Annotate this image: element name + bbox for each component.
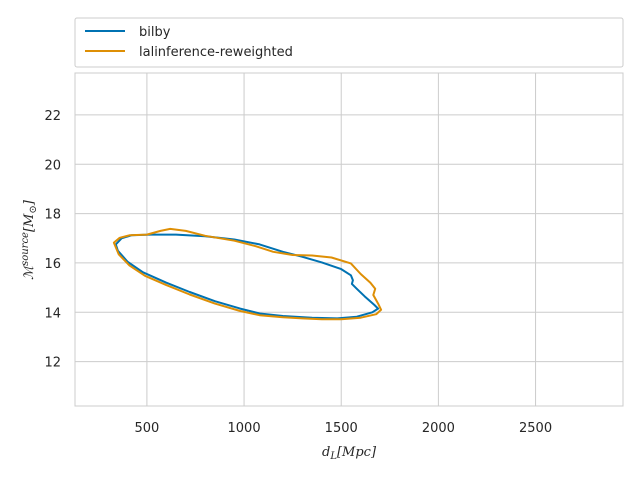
y-tick-label: 22 [44,109,61,124]
y-axis-label: ℳsource[M⊙] [20,199,39,280]
x-tick-label: 500 [134,421,159,436]
legend-label-bilby: bilby [139,25,171,40]
x-tick-label: 2500 [519,421,552,436]
grid [75,73,623,406]
y-tick-label: 16 [44,257,61,272]
x-tick-label: 2000 [422,421,455,436]
x-tick-label: 1500 [325,421,358,436]
contour-bilby [114,233,380,320]
legend-frame [74,17,624,68]
y-tick-label: 12 [44,356,61,371]
contour-lalinference-reweighted [112,227,383,321]
series-layer [112,227,383,321]
legend-label-lalinference-reweighted: lalinference-reweighted [139,45,293,60]
tick-labels: 500 1000 1500 2000 2500 12 14 16 18 20 22 [44,109,552,436]
legend: bilby lalinference-reweighted [74,17,624,68]
x-axis-label: dL[Mpc] [322,445,377,462]
y-tick-label: 14 [44,306,61,321]
plot-frame [74,72,624,407]
x-tick-label: 1000 [228,421,261,436]
y-tick-label: 20 [44,158,61,173]
y-tick-label: 18 [44,208,61,223]
